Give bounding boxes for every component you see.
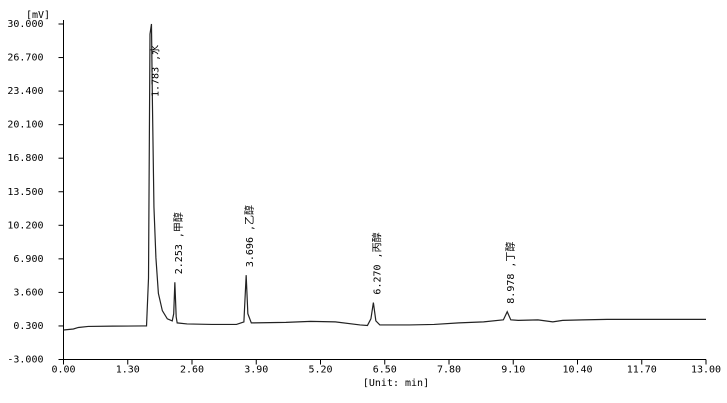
- x-tick-label: 2.60: [180, 365, 204, 376]
- x-tick-label: 5.20: [308, 365, 332, 376]
- signal-line: [63, 23, 706, 331]
- peak-label: 2.253 ,甲醇: [172, 212, 185, 274]
- y-tick-label: 26.700: [7, 53, 43, 64]
- x-tick-label: 6.50: [373, 365, 397, 376]
- x-tick-label: 7.80: [437, 365, 461, 376]
- y-tick-label: 20.100: [7, 120, 43, 131]
- y-tick-label: 16.800: [7, 153, 43, 164]
- y-tick-label: 30.000: [7, 19, 43, 30]
- y-tick-label: 6.900: [13, 254, 43, 265]
- y-tick-label: -3.000: [7, 355, 43, 366]
- x-tick-label: 1.30: [116, 365, 140, 376]
- y-tick-label: 23.400: [7, 86, 43, 97]
- y-tick-label: 0.300: [13, 321, 43, 332]
- x-tick-label: 9.10: [501, 365, 525, 376]
- y-tick-label: 10.200: [7, 220, 43, 231]
- peak-label: 8.978 ,丁醇: [504, 242, 517, 304]
- x-tick-label: 13.00: [691, 365, 721, 376]
- y-tick-label: 13.500: [7, 187, 43, 198]
- peak-label: 3.696 ,乙醇: [243, 205, 256, 267]
- x-axis-label: [Unit: min]: [363, 378, 429, 389]
- x-tick-label: 3.90: [244, 365, 268, 376]
- y-axis-label: [mV]: [26, 10, 50, 21]
- peak-label: 6.270 ,丙醇: [370, 232, 383, 294]
- x-tick-label: 10.40: [562, 365, 592, 376]
- x-tick-label: 11.70: [627, 365, 657, 376]
- peak-label: 1.783 ,水: [150, 45, 162, 97]
- y-tick-label: 3.600: [13, 287, 43, 298]
- x-tick-label: 0.00: [51, 365, 75, 376]
